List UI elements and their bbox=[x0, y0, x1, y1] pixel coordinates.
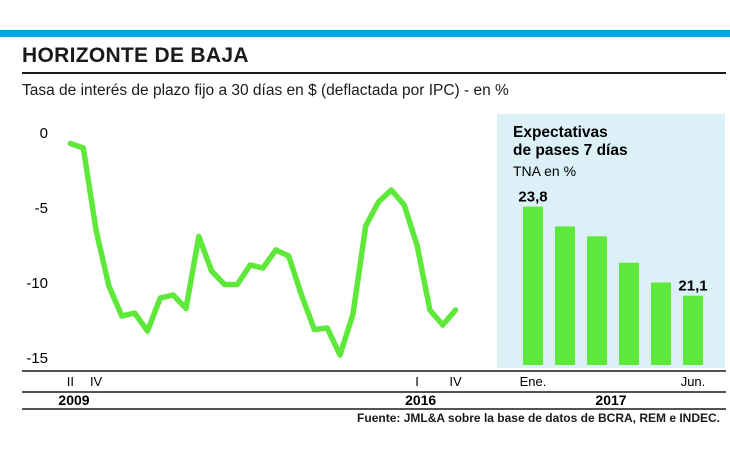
data-point bbox=[414, 242, 420, 249]
data-point bbox=[286, 253, 292, 259]
y-tick-label: -10 bbox=[26, 275, 48, 292]
data-point bbox=[452, 307, 459, 313]
x-year-label: 2016 bbox=[405, 392, 436, 408]
data-point bbox=[337, 352, 343, 358]
bar bbox=[555, 226, 575, 365]
data-point bbox=[298, 292, 305, 298]
bar-year-label: 2017 bbox=[595, 392, 626, 408]
data-point bbox=[427, 307, 433, 313]
bar bbox=[619, 262, 639, 365]
data-point bbox=[209, 268, 215, 274]
data-point bbox=[375, 199, 382, 205]
bar-category-label: Jun. bbox=[681, 374, 706, 389]
y-tick-label: 0 bbox=[40, 125, 48, 142]
data-label: 21,1 bbox=[678, 278, 707, 295]
data-point bbox=[350, 311, 356, 318]
data-point bbox=[260, 265, 266, 271]
data-point bbox=[234, 281, 240, 288]
data-label: 23,8 bbox=[518, 189, 547, 206]
chart-subtitle: Tasa de interés de plazo fijo a 30 días … bbox=[22, 82, 509, 99]
data-point bbox=[196, 233, 202, 240]
data-point bbox=[221, 281, 228, 288]
bar bbox=[523, 206, 543, 365]
inset-unit-label: TNA en % bbox=[513, 163, 576, 179]
x-tick-label: II bbox=[67, 374, 74, 389]
data-point bbox=[170, 292, 176, 298]
y-tick-label: -15 bbox=[26, 350, 48, 367]
x-tick-label: IV bbox=[90, 374, 103, 389]
data-point bbox=[311, 326, 317, 333]
data-point bbox=[157, 295, 163, 301]
data-point bbox=[401, 202, 407, 208]
data-point bbox=[440, 322, 446, 328]
data-point bbox=[119, 313, 125, 319]
line-chart: 0 -5 -10 -15 bbox=[26, 125, 459, 367]
data-point bbox=[93, 227, 99, 234]
accent-bar bbox=[0, 30, 730, 37]
source-note: Fuente: JML&A sobre la base de datos de … bbox=[357, 411, 720, 425]
bar bbox=[587, 236, 607, 365]
bar bbox=[651, 282, 671, 365]
data-point bbox=[183, 305, 189, 312]
title-rule bbox=[22, 72, 726, 74]
data-point bbox=[144, 328, 151, 334]
data-point bbox=[67, 140, 74, 147]
x-year-label: 2009 bbox=[58, 392, 89, 408]
inset-title-line-1: Expectativas bbox=[513, 124, 608, 141]
data-point bbox=[132, 310, 138, 316]
x-tick-label: I bbox=[415, 374, 419, 389]
series-line bbox=[67, 140, 459, 358]
y-tick-label: -5 bbox=[35, 200, 48, 217]
bar-chart: Expectativas de pases 7 días TNA en % 23… bbox=[513, 124, 708, 365]
bar bbox=[683, 295, 703, 365]
data-point bbox=[106, 283, 112, 289]
data-point bbox=[324, 325, 330, 331]
data-point bbox=[273, 247, 279, 253]
inset-title-line-2: de pases 7 días bbox=[513, 142, 628, 159]
data-point bbox=[80, 145, 86, 151]
x-tick-label: IV bbox=[449, 374, 462, 389]
page-title: HORIZONTE DE BAJA bbox=[22, 44, 249, 67]
data-point bbox=[388, 187, 394, 193]
bar-category-label: Ene. bbox=[520, 374, 547, 389]
data-point bbox=[247, 262, 253, 268]
data-point bbox=[363, 223, 369, 229]
